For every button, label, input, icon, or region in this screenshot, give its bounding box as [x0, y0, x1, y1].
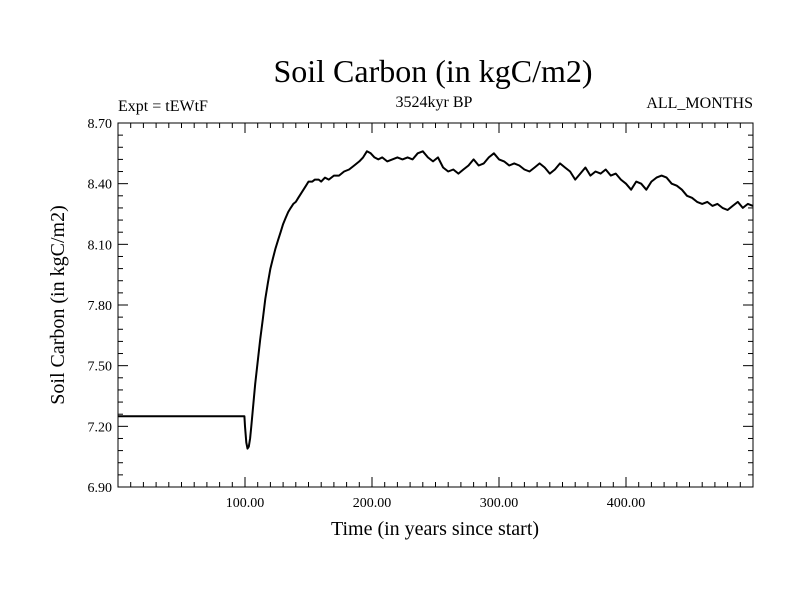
- axis-tick-labels: 100.00 200.00 300.00 400.00 6.90 7.20 7.50 7.80…: [88, 117, 646, 511]
- period-label: 3524kyr BP: [396, 94, 473, 111]
- x-tick-label: 400.00: [607, 496, 646, 511]
- months-label: ALL_MONTHS: [646, 95, 753, 112]
- y-axis-label: Soil Carbon (in kgC/m2): [47, 205, 69, 404]
- axis-ticks: [118, 123, 753, 487]
- experiment-label: Expt = tEWtF: [118, 98, 208, 115]
- y-tick-label: 7.50: [88, 360, 113, 375]
- plot-area-frame: [117, 122, 754, 488]
- x-tick-label: 200.00: [353, 496, 392, 511]
- x-axis-label: Time (in years since start): [331, 518, 539, 540]
- y-tick-label: 8.10: [88, 238, 113, 253]
- x-tick-label: 300.00: [480, 496, 519, 511]
- x-tick-label: 100.00: [226, 496, 265, 511]
- y-tick-label: 6.90: [88, 481, 113, 496]
- y-tick-label: 7.20: [88, 420, 113, 435]
- chart-title: Soil Carbon (in kgC/m2): [273, 53, 592, 89]
- y-tick-label: 8.40: [88, 178, 113, 193]
- y-tick-label: 8.70: [88, 117, 113, 132]
- y-tick-label: 7.80: [88, 299, 113, 314]
- soil-carbon-series-line: [118, 150, 754, 450]
